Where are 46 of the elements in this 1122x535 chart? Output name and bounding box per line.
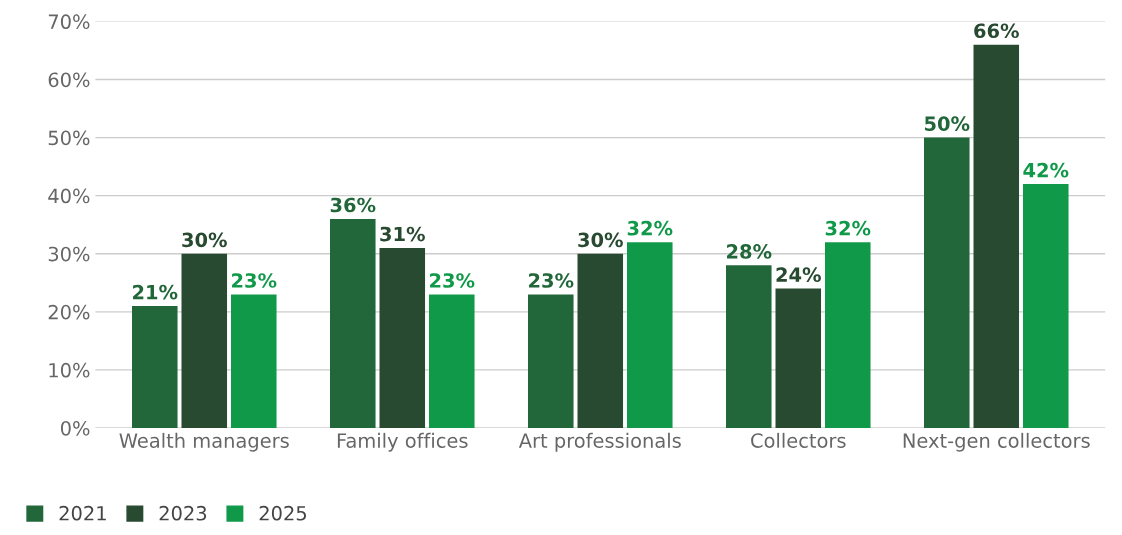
y-tick-label: 70%: [48, 14, 90, 30]
bar: [379, 247, 426, 428]
data-label: 36%: [330, 197, 376, 213]
y-tick-label: 10%: [49, 362, 90, 378]
bar: [1023, 184, 1069, 428]
x-tick-label: Art professionals: [518, 432, 681, 452]
bar: [973, 44, 1020, 428]
bar: [181, 253, 228, 428]
data-label: 23%: [430, 273, 475, 288]
data-label: 21%: [133, 284, 178, 300]
bar: [132, 306, 178, 428]
bar: [330, 218, 376, 428]
data-label: 30%: [182, 232, 227, 248]
x-tick-label: Next-gen collectors: [903, 432, 1090, 452]
y-tick-label: 30%: [48, 246, 90, 262]
data-label: 23%: [529, 273, 574, 288]
bar: [775, 288, 822, 428]
bar: [528, 294, 574, 428]
legend-label: 2023: [159, 505, 207, 521]
bar: [924, 137, 970, 428]
data-label: 23%: [232, 273, 277, 288]
y-tick-label: 40%: [48, 188, 90, 204]
legend-label: 2025: [259, 505, 307, 521]
data-label: 32%: [627, 220, 673, 236]
bar: [231, 294, 277, 428]
data-label: 24%: [776, 267, 821, 283]
x-tick-label: Family offices: [337, 432, 468, 452]
y-tick-label: 20%: [48, 304, 90, 320]
y-tick-label: 0%: [60, 420, 90, 436]
bar: [577, 253, 624, 428]
data-label: 28%: [727, 244, 772, 259]
data-label: 42%: [1023, 162, 1069, 178]
data-label: 30%: [578, 232, 623, 248]
bar: [825, 242, 871, 428]
bar: [726, 265, 772, 428]
data-label: 66%: [974, 23, 1019, 39]
x-tick-label: Collectors: [751, 432, 846, 448]
data-label: 31%: [380, 226, 425, 242]
y-tick-label: 60%: [48, 72, 90, 88]
data-label: 50%: [925, 116, 970, 132]
data-label: 32%: [825, 220, 871, 236]
legend-label: 2021: [59, 505, 106, 521]
bar: [627, 242, 673, 428]
bar: [429, 294, 475, 428]
y-tick-label: 50%: [48, 130, 90, 146]
x-tick-label: Wealth managers: [119, 432, 289, 452]
